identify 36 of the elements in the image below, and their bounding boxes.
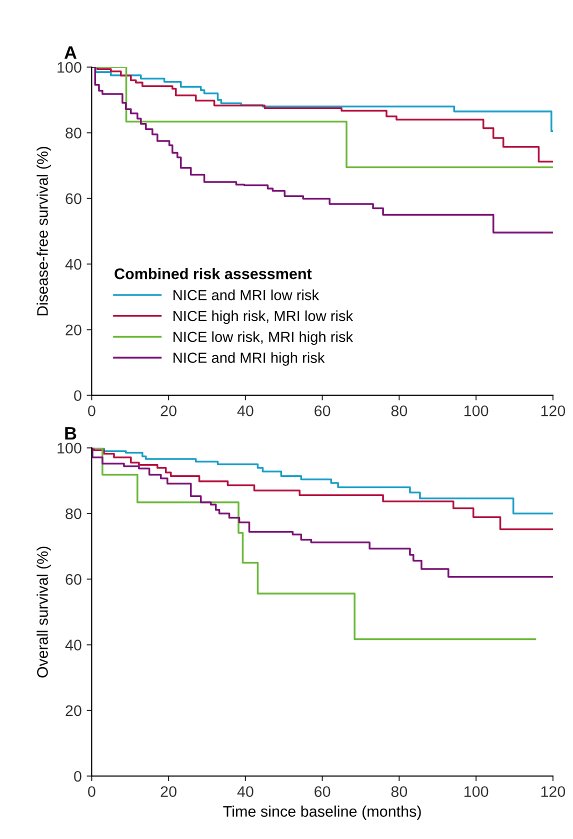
- y-tick-label: 20: [66, 705, 82, 716]
- x-tick-label: 40: [237, 786, 254, 798]
- x-tick-label: 0: [88, 405, 96, 416]
- x-tick-label: 20: [160, 786, 176, 798]
- chart-title: B: [65, 427, 76, 440]
- x-tick-label: 20: [160, 405, 176, 416]
- y-tick-label: 80: [66, 508, 82, 520]
- y-tick-label: 40: [65, 258, 82, 270]
- y-tick-label: 20: [66, 324, 82, 336]
- y-tick-label: 60: [66, 574, 82, 585]
- x-tick-label: 0: [88, 786, 96, 798]
- y-tick-label: 0: [74, 770, 82, 782]
- x-tick-label: 120: [541, 405, 566, 416]
- x-axis-title: Time since baseline (months): [223, 806, 421, 820]
- chart-title: A: [64, 46, 77, 59]
- legend-label: NICE high risk, MRI low risk: [174, 310, 354, 324]
- legend-label: NICE low risk, MRI high risk: [174, 331, 354, 345]
- x-tick-label: 100: [464, 405, 488, 416]
- legend-label: NICE and MRI high risk: [174, 352, 325, 366]
- y-tick-label: 100: [58, 62, 82, 73]
- y-tick-label: 80: [66, 128, 82, 138]
- y-tick-label: 0: [74, 390, 82, 402]
- y-tick-label: 100: [58, 442, 82, 454]
- x-tick-label: 60: [314, 405, 330, 416]
- y-tick-label: 60: [66, 193, 82, 204]
- x-tick-label: 80: [391, 786, 408, 798]
- x-tick-label: 120: [541, 786, 566, 798]
- x-tick-label: 40: [237, 405, 254, 416]
- x-tick-label: 60: [314, 786, 330, 798]
- x-tick-label: 80: [391, 405, 408, 416]
- y-axis-title: Disease-free survival (%): [36, 146, 51, 316]
- legend-label: NICE and MRI low risk: [174, 290, 320, 300]
- y-axis-title: Overall survival (%): [36, 546, 51, 678]
- y-tick-label: 40: [65, 640, 82, 650]
- legend-title: Combined risk assessment: [114, 268, 312, 280]
- x-tick-label: 100: [464, 786, 488, 798]
